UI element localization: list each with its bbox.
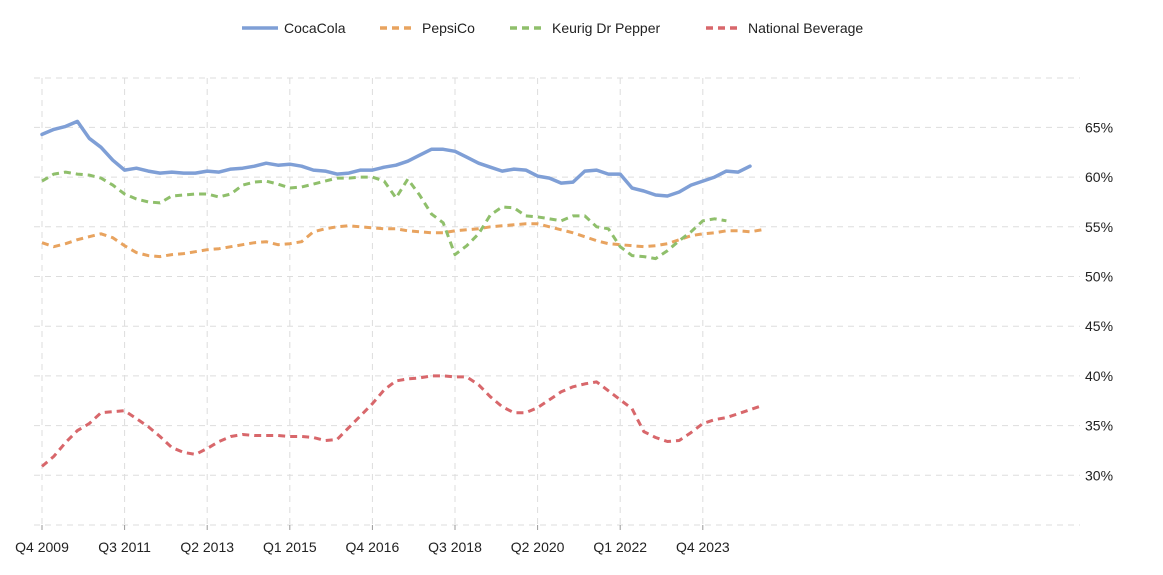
series-line-national-beverage — [41, 374, 763, 468]
x-tick-label: Q1 2015 — [263, 539, 317, 555]
y-tick-label: 65% — [1085, 119, 1113, 135]
y-tick-label: 45% — [1085, 318, 1113, 334]
x-tick-label: Q3 2018 — [428, 539, 482, 555]
series-lines — [40, 119, 763, 468]
legend-label: PepsiCo — [422, 20, 475, 36]
x-tick-label: Q2 2020 — [511, 539, 565, 555]
y-tick-label: 50% — [1085, 269, 1113, 285]
grid — [34, 77, 1080, 530]
legend-label: National Beverage — [748, 20, 863, 36]
legend-item-cocacola[interactable]: CocaCola — [242, 20, 346, 36]
legend-item-pepsico[interactable]: PepsiCo — [380, 20, 475, 36]
x-tick-label: Q2 2013 — [180, 539, 234, 555]
y-tick-label: 40% — [1085, 368, 1113, 384]
series-line-keurig-dr-pepper — [41, 170, 727, 261]
series-line-pepsico — [41, 222, 763, 259]
x-tick-label: Q4 2016 — [346, 539, 400, 555]
axis-labels: 30% 35% 40% 45% 50% 55% 60% 65% Q4 2009 Q3 2011 Q2… — [15, 119, 1113, 555]
x-tick-label: Q3 2011 — [98, 539, 151, 555]
x-tick-label: Q4 2009 — [15, 539, 69, 555]
legend-label: Keurig Dr Pepper — [552, 20, 661, 36]
x-tick-label: Q4 2023 — [676, 539, 730, 555]
series-line-cocacola — [40, 119, 752, 198]
y-tick-label: 60% — [1085, 169, 1113, 185]
y-tick-label: 30% — [1085, 467, 1113, 483]
y-tick-label: 35% — [1085, 418, 1113, 434]
x-tick-label: Q1 2022 — [593, 539, 647, 555]
legend-item-national-beverage[interactable]: National Beverage — [706, 20, 863, 36]
y-tick-label: 55% — [1085, 219, 1113, 235]
legend: CocaCola PepsiCo Keurig Dr Pepper National … — [242, 20, 863, 36]
legend-item-keurig-dr-pepper[interactable]: Keurig Dr Pepper — [510, 20, 661, 36]
legend-label: CocaCola — [284, 20, 346, 36]
